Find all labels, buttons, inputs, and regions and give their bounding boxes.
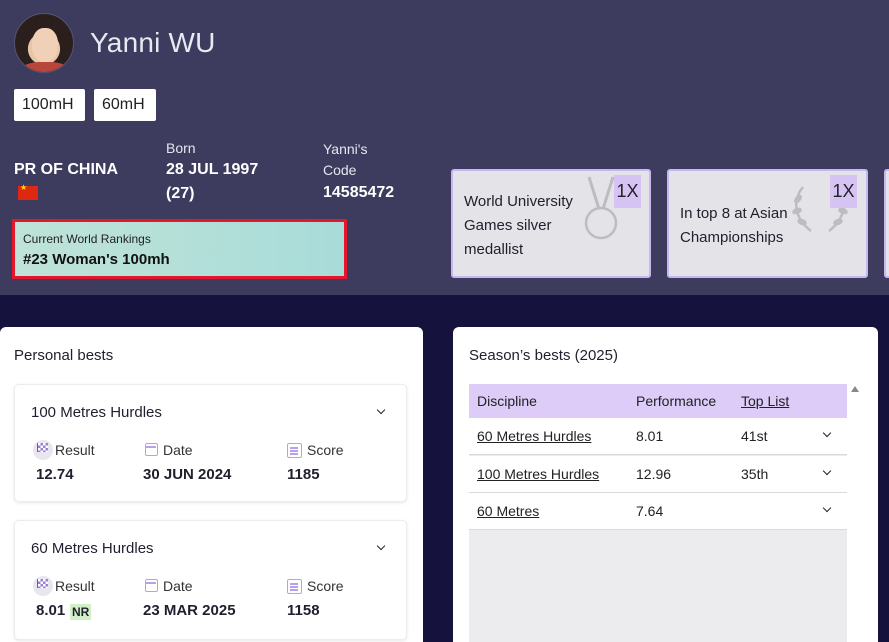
- calendar-icon: [145, 443, 158, 456]
- date-label: Date: [163, 442, 193, 458]
- column-header-top-list[interactable]: Top List: [741, 393, 790, 409]
- score-label: Score: [307, 442, 344, 458]
- score-icon: [287, 443, 302, 458]
- athlete-name: Yanni WU: [90, 27, 216, 58]
- code-label-line2: Code: [323, 162, 357, 178]
- table-row[interactable]: 60 Metres 7.64: [469, 493, 847, 530]
- event-name: 60 Metres Hurdles: [31, 540, 154, 557]
- discipline-link[interactable]: 100 Metres Hurdles: [477, 466, 600, 482]
- chevron-down-icon[interactable]: [822, 468, 832, 478]
- result-value: 12.74: [36, 466, 74, 483]
- result-label: Result: [55, 442, 95, 458]
- personal-best-100mh[interactable]: 100 Metres Hurdles Result 12.74 Date 30 …: [14, 384, 407, 502]
- date-value: 23 MAR 2025: [143, 602, 236, 619]
- table-header: Discipline Performance Top List: [469, 384, 847, 418]
- honour-text: medallist: [464, 241, 524, 258]
- honour-text: World University: [464, 193, 573, 210]
- season-bests-title: Season’s bests (2025): [469, 347, 618, 364]
- date-label: Date: [163, 578, 193, 594]
- world-ranking-box[interactable]: Current World Rankings #23 Woman's 100mh: [12, 219, 347, 279]
- calendar-icon: [145, 579, 158, 592]
- column-header-performance: Performance: [636, 393, 717, 409]
- china-flag-icon: [18, 183, 38, 200]
- performance-value: 12.96: [636, 466, 672, 482]
- score-value: 1158: [287, 602, 320, 619]
- athlete-avatar: [14, 13, 74, 73]
- top-list-value: 41st: [741, 428, 768, 444]
- season-bests-card: Season’s bests (2025) Discipline Perform…: [453, 327, 878, 642]
- performance-value: 7.64: [636, 503, 664, 519]
- personal-bests-title: Personal bests: [14, 347, 114, 364]
- athlete-country: PR OF CHINA: [14, 161, 118, 178]
- national-record-badge: NR: [70, 604, 92, 620]
- code-label-line1: Yanni's: [323, 141, 368, 157]
- season-bests-table: Discipline Performance Top List 60 Metre…: [469, 384, 847, 642]
- discipline-tag-100mh[interactable]: 100mH: [14, 89, 85, 121]
- table-row[interactable]: 60 Metres Hurdles 8.01 41st: [469, 418, 847, 455]
- checkered-flag-icon: [33, 576, 53, 596]
- ranking-label: Current World Rankings: [23, 232, 151, 246]
- chevron-down-icon[interactable]: [376, 543, 386, 553]
- honour-text: Championships: [680, 229, 784, 246]
- performance-value: 8.01: [636, 428, 664, 444]
- personal-bests-card: Personal bests 100 Metres Hurdles Result…: [0, 327, 423, 642]
- honour-text: In top 8 at Asian: [680, 205, 788, 222]
- athlete-age: (27): [166, 185, 195, 202]
- column-header-discipline: Discipline: [477, 393, 537, 409]
- result-value: 8.01: [36, 602, 66, 619]
- personal-best-60mh[interactable]: 60 Metres Hurdles Result 8.01 NR Date 23…: [14, 520, 407, 640]
- score-icon: [287, 579, 302, 594]
- discipline-link[interactable]: 60 Metres Hurdles: [477, 428, 592, 444]
- chevron-down-icon[interactable]: [822, 505, 832, 515]
- discipline-tag-60mh[interactable]: 60mH: [94, 89, 156, 121]
- honour-text: Games silver: [464, 217, 552, 234]
- honour-card-partial: [884, 169, 889, 278]
- born-label: Born: [166, 140, 196, 156]
- result-label: Result: [55, 578, 95, 594]
- honour-card-asian-championships: In top 8 at Asian Championships 1X: [667, 169, 868, 278]
- honour-card-university-games: World University Games silver medallist …: [451, 169, 651, 278]
- born-date: 28 JUL 1997: [166, 161, 259, 178]
- ranking-value: #23 Woman's 100mh: [23, 251, 170, 268]
- discipline-link[interactable]: 60 Metres: [477, 503, 540, 519]
- top-list-value: 35th: [741, 466, 769, 482]
- athlete-header: Yanni WU 100mH 60mH PR OF CHINA Born 28 …: [0, 0, 889, 295]
- chevron-down-icon[interactable]: [376, 407, 386, 417]
- medal-icon: [584, 176, 618, 240]
- table-scrollbar[interactable]: [849, 384, 861, 642]
- score-label: Score: [307, 578, 344, 594]
- table-row[interactable]: 100 Metres Hurdles 12.96 35th: [469, 456, 847, 493]
- athlete-code: 14585472: [323, 184, 395, 201]
- checkered-flag-icon: [33, 440, 53, 460]
- date-value: 30 JUN 2024: [143, 466, 232, 483]
- honour-count: 1X: [614, 175, 641, 208]
- chevron-down-icon[interactable]: [822, 430, 832, 440]
- honour-count: 1X: [830, 175, 857, 208]
- event-name: 100 Metres Hurdles: [31, 404, 162, 421]
- score-value: 1185: [287, 466, 320, 483]
